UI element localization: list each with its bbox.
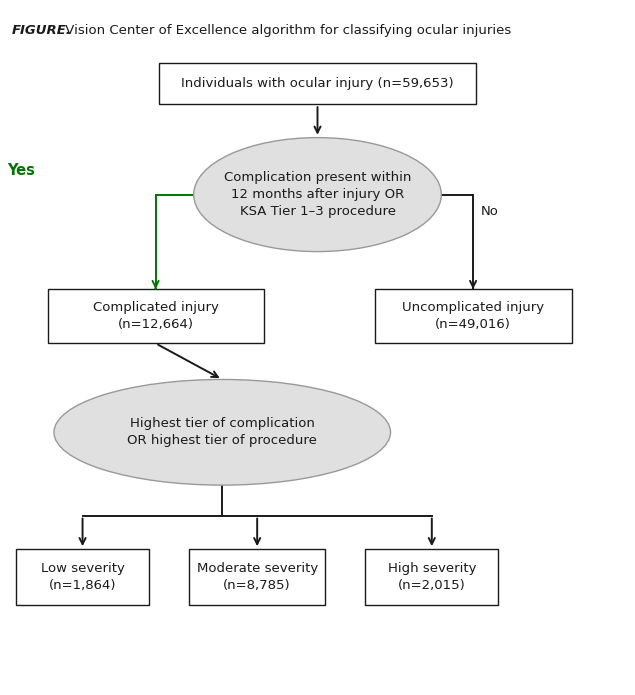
Text: FIGURE.: FIGURE. (11, 24, 71, 38)
Text: Moderate severity
(n=8,785): Moderate severity (n=8,785) (197, 562, 318, 592)
Text: Yes: Yes (7, 163, 35, 178)
FancyBboxPatch shape (365, 549, 498, 605)
FancyBboxPatch shape (159, 63, 476, 104)
Text: High severity
(n=2,015): High severity (n=2,015) (387, 562, 476, 592)
Text: No: No (481, 206, 498, 218)
Text: Uncomplicated injury
(n=49,016): Uncomplicated injury (n=49,016) (402, 301, 544, 332)
Text: Highest tier of complication
OR highest tier of procedure: Highest tier of complication OR highest … (127, 417, 318, 448)
Text: Low severity
(n=1,864): Low severity (n=1,864) (41, 562, 124, 592)
Text: Complication present within
12 months after injury OR
KSA Tier 1–3 procedure: Complication present within 12 months af… (224, 171, 411, 218)
Text: Vision Center of Excellence algorithm for classifying ocular injuries: Vision Center of Excellence algorithm fo… (61, 24, 511, 38)
Text: Individuals with ocular injury (n=59,653): Individuals with ocular injury (n=59,653… (181, 77, 454, 90)
FancyBboxPatch shape (375, 289, 572, 343)
FancyBboxPatch shape (48, 289, 264, 343)
Text: Complicated injury
(n=12,664): Complicated injury (n=12,664) (93, 301, 218, 332)
Ellipse shape (54, 379, 391, 485)
FancyBboxPatch shape (189, 549, 326, 605)
FancyBboxPatch shape (16, 549, 149, 605)
Ellipse shape (194, 138, 441, 252)
